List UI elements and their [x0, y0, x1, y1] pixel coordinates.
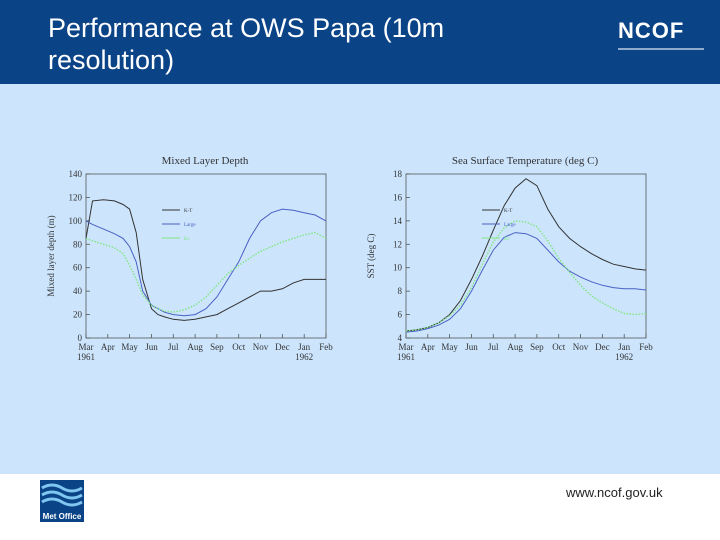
x-tick-label: Jan — [618, 342, 630, 352]
legend-entry: Kc — [184, 237, 191, 242]
y-tick-label: 60 — [73, 263, 83, 273]
page-title-line-1: Performance at OWS Papa (10m — [48, 13, 445, 43]
ncof-logo-underline — [618, 48, 704, 50]
chart-title: Sea Surface Temperature (deg C) — [452, 155, 599, 167]
x-tick-label: Apr — [101, 342, 115, 352]
y-tick-label: 120 — [69, 192, 83, 202]
x-tick-label: Dec — [595, 342, 610, 352]
x-tick-label: Sep — [530, 342, 544, 352]
x-tick-label: Mar — [399, 342, 414, 352]
y-tick-label: 16 — [393, 192, 403, 202]
y-tick-label: 14 — [393, 216, 403, 226]
y-tick-label: 6 — [398, 310, 403, 320]
plots-area: Mixed Layer Depth Mixed layer depth (m) 0 2… — [46, 155, 653, 362]
series-line — [85, 199, 326, 321]
x-tick-label: Jun — [465, 342, 478, 352]
x-year-label: 1962 — [295, 352, 313, 362]
y-tick-label: 100 — [69, 216, 83, 226]
chart-sea-surface-temperature: Sea Surface Temperature (deg C) SST (deg … — [366, 155, 653, 362]
y-axis-label: SST (deg C) — [366, 234, 376, 279]
header-bar: Performance at OWS Papa (10m resolution)… — [0, 0, 720, 84]
plot-frame — [85, 173, 327, 339]
x-tick-label: Jun — [145, 342, 158, 352]
x-tick-label: Feb — [639, 342, 653, 352]
x-tick-label: Aug — [187, 342, 203, 352]
y-tick-label: 0 — [78, 333, 83, 343]
y-tick-label: 8 — [398, 286, 403, 296]
footer-url[interactable]: www.ncof.gov.uk — [566, 485, 663, 500]
chart-title: Mixed Layer Depth — [162, 155, 249, 167]
x-tick-label: Oct — [232, 342, 245, 352]
x-tick-label: Feb — [319, 342, 333, 352]
x-year-label: 1961 — [397, 352, 415, 362]
x-tick-label: Nov — [573, 342, 589, 352]
x-year-label: 1962 — [615, 352, 633, 362]
y-tick-label: 140 — [69, 169, 83, 179]
x-tick-label: Jul — [168, 342, 179, 352]
x-tick-label: Mar — [79, 342, 94, 352]
x-tick-label: Dec — [275, 342, 290, 352]
y-tick-label: 12 — [393, 239, 402, 249]
chart-mixed-layer-depth: Mixed Layer Depth Mixed layer depth (m) 0 2… — [46, 155, 333, 362]
x-tick-label: May — [121, 342, 138, 352]
y-axis-label: Mixed layer depth (m) — [46, 215, 56, 296]
page-title: Performance at OWS Papa (10m resolution) — [48, 12, 548, 76]
met-office-logo-text: Met Office — [43, 512, 82, 521]
y-tick-label: 10 — [393, 263, 403, 273]
legend-entry: Large — [504, 223, 516, 228]
legend-entry: K-T — [504, 209, 512, 214]
y-tick-label: 20 — [73, 310, 83, 320]
x-tick-label: Aug — [507, 342, 523, 352]
x-tick-label: Nov — [253, 342, 269, 352]
series-line — [85, 231, 327, 313]
series-line — [405, 232, 647, 333]
ncof-logo: NCOF — [618, 18, 685, 43]
x-tick-label: May — [441, 342, 458, 352]
legend-entry: K-T — [184, 209, 192, 214]
legend-entry: Kc — [504, 237, 511, 242]
y-tick-label: 4 — [398, 333, 403, 343]
page-title-line-2: resolution) — [48, 45, 175, 75]
x-year-label: 1961 — [77, 352, 95, 362]
x-tick-label: Apr — [421, 342, 435, 352]
y-tick-label: 40 — [73, 286, 83, 296]
series-line — [405, 178, 647, 332]
x-tick-label: Jul — [488, 342, 499, 352]
plot-frame — [405, 173, 647, 339]
content-panel — [0, 84, 720, 474]
series-line — [405, 220, 647, 332]
series-line — [85, 208, 327, 317]
x-tick-label: Jan — [298, 342, 310, 352]
x-tick-label: Sep — [210, 342, 224, 352]
x-tick-label: Oct — [552, 342, 565, 352]
y-tick-label: 18 — [393, 169, 403, 179]
legend-entry: Large — [184, 223, 196, 228]
met-office-logo: Met Office — [40, 480, 84, 522]
y-tick-label: 80 — [73, 239, 83, 249]
